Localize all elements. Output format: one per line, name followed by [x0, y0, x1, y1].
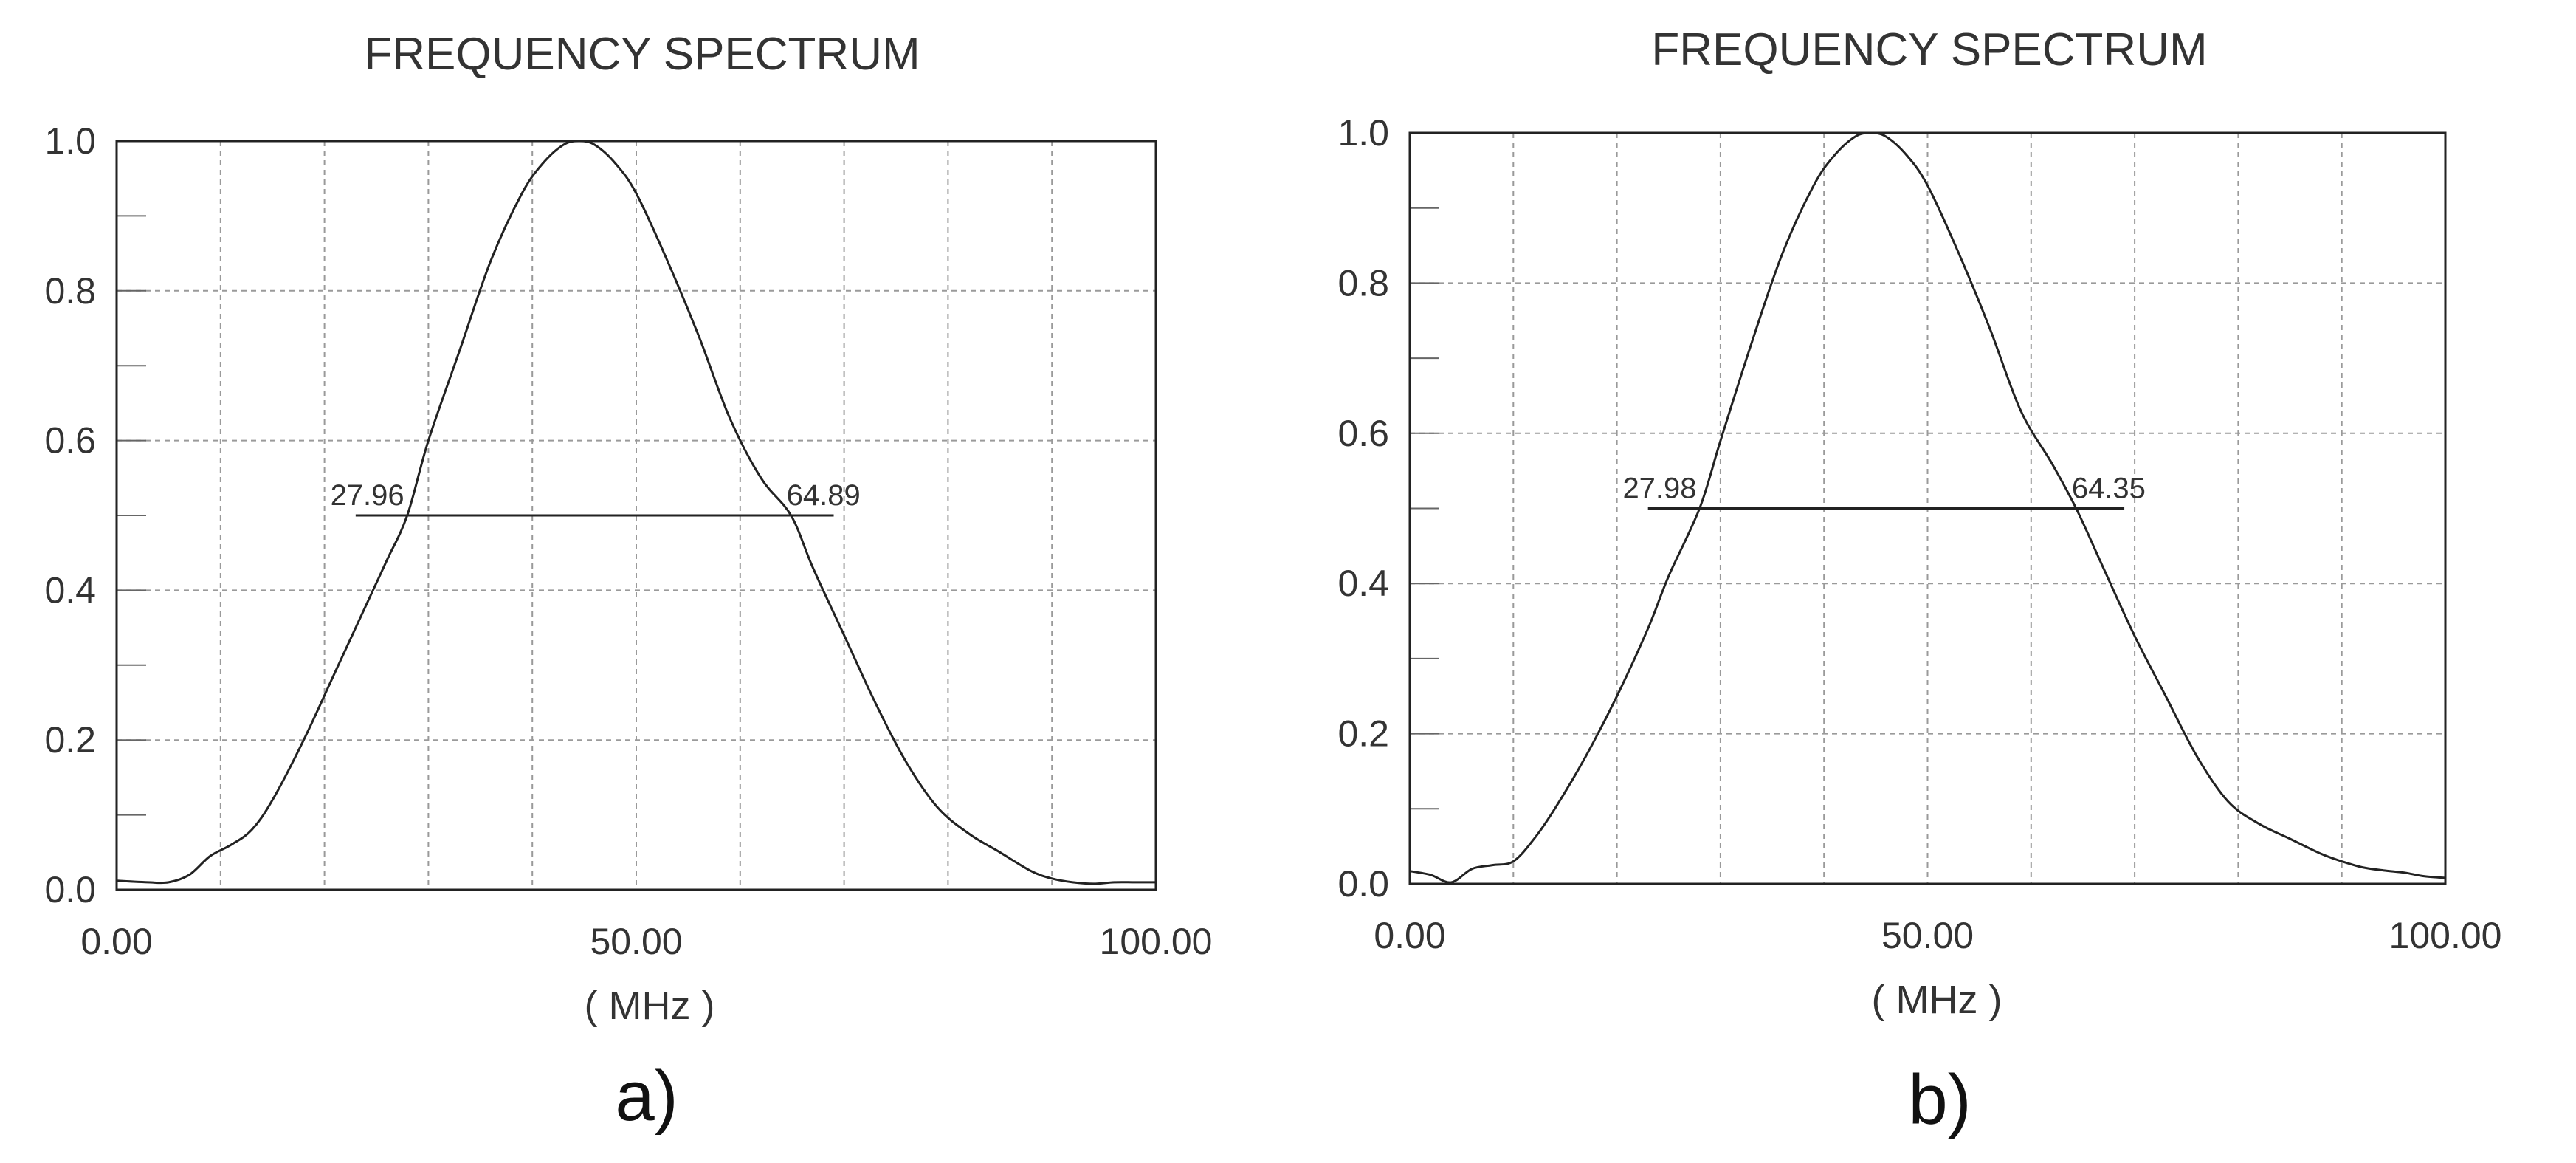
plot-frame — [115, 140, 1157, 891]
spectrum-chart-b: FREQUENCY SPECTRUM 27.98 64.35 0.00.20.40… — [1337, 24, 2501, 1139]
y-minor-ticks — [117, 215, 146, 816]
lower-cutoff-label: 27.96 — [331, 479, 404, 512]
x-tick-label: 100.00 — [1100, 921, 1213, 962]
upper-cutoff-label: 64.35 — [2072, 473, 2146, 505]
y-tick-label: 0.4 — [44, 569, 96, 611]
y-tick-label: 1.0 — [44, 120, 96, 162]
y-tick-label: 0.6 — [1337, 413, 1389, 454]
lower-cutoff-label: 27.98 — [1622, 473, 1696, 505]
x-tick-label: 0.00 — [80, 921, 152, 962]
y-tick-label: 0.6 — [44, 420, 96, 462]
chart-title: FREQUENCY SPECTRUM — [1651, 24, 2207, 75]
x-tick-labels: 0.00 50.00 100.00 — [80, 921, 1212, 962]
spectrum-curve — [116, 140, 1156, 885]
y-tick-label: 0.2 — [44, 719, 96, 761]
y-tick-labels: 0.0 0.2 0.4 0.6 0.8 1.0 — [44, 120, 96, 910]
x-tick-label: 50.00 — [1881, 915, 1974, 956]
y-tick-label: 0.8 — [44, 270, 96, 312]
x-axis-label: ( MHz ) — [1872, 978, 2002, 1022]
spectrum-curve — [1409, 131, 2446, 884]
series-layer — [1409, 131, 2446, 884]
y-tick-label: 0.0 — [1337, 863, 1389, 905]
y-tick-label: 0.8 — [1337, 262, 1389, 303]
panel-label: b) — [1908, 1060, 1971, 1139]
panel-label: a) — [615, 1057, 678, 1136]
x-tick-label: 100.00 — [2389, 915, 2502, 956]
spectrum-chart-a: FREQUENCY SPECTRUM 27.96 64.89 0.00.20.40… — [44, 29, 1212, 1136]
y-tick-label: 1.0 — [1337, 112, 1389, 154]
y-tick-label: 0.0 — [44, 869, 96, 910]
y-tick-label: 0.2 — [1337, 713, 1389, 755]
upper-cutoff-label: 64.89 — [787, 479, 861, 512]
x-tick-label: 50.00 — [590, 921, 682, 962]
y-tick-labels: 0.0 0.2 0.4 0.6 0.8 1.0 — [1337, 112, 1389, 905]
half-maximum-layer: 27.96 64.89 — [331, 479, 861, 517]
plot-frame — [1408, 131, 2447, 885]
chart-title: FREQUENCY SPECTRUM — [364, 29, 920, 80]
y-minor-ticks — [1410, 207, 1439, 810]
half-maximum-layer: 27.98 64.35 — [1622, 473, 2146, 510]
x-tick-label: 0.00 — [1374, 915, 1445, 956]
x-tick-labels: 0.00 50.00 100.00 — [1374, 915, 2501, 956]
y-tick-label: 0.4 — [1337, 563, 1389, 604]
x-axis-label: ( MHz ) — [585, 984, 715, 1028]
series-layer — [116, 140, 1156, 885]
